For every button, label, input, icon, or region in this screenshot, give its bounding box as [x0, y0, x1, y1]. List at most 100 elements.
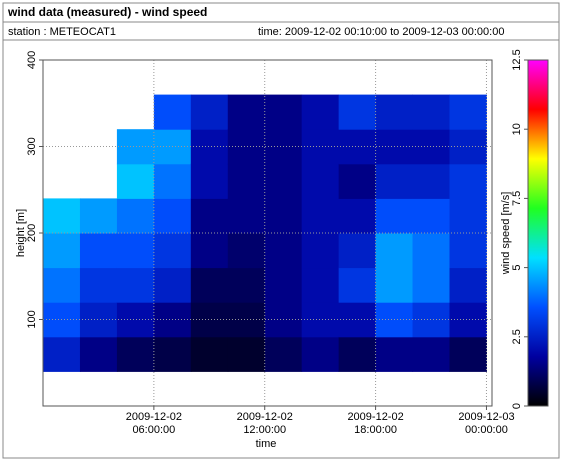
- x-tick-label: 2009-12-02 06:00:00: [126, 411, 182, 436]
- heat-cell: [412, 336, 451, 372]
- heat-cell: [301, 267, 340, 303]
- heat-cell: [338, 94, 377, 130]
- heat-cell: [190, 198, 229, 234]
- heat-cell: [338, 198, 377, 234]
- heat-cell: [116, 336, 155, 372]
- heat-cell: [375, 163, 414, 199]
- y-tick-label: 100: [26, 310, 38, 328]
- heat-cell: [79, 198, 118, 234]
- title: wind data (measured) - wind speed: [7, 5, 207, 19]
- heat-cell: [412, 198, 451, 234]
- heat-cell: [338, 336, 377, 372]
- heat-cell: [153, 94, 192, 130]
- heat-cell: [375, 94, 414, 130]
- heat-cell: [190, 336, 229, 372]
- heat-cell: [338, 302, 377, 338]
- heat-cell: [227, 267, 266, 303]
- colorbar-tick-label: 10: [511, 123, 523, 135]
- heat-cell: [412, 94, 451, 130]
- heat-cell: [227, 163, 266, 199]
- heat-cell: [338, 163, 377, 199]
- y-label: height [m]: [15, 209, 27, 257]
- heat-cell: [301, 233, 340, 269]
- heat-cell: [264, 163, 303, 199]
- heat-cell: [190, 94, 229, 130]
- heat-cell: [190, 302, 229, 338]
- heat-cell: [338, 129, 377, 165]
- period: time: 2009-12-02 00:10:00 to 2009-12-03 …: [258, 26, 504, 38]
- heat-cell: [43, 267, 81, 303]
- colorbar: [527, 59, 549, 407]
- colorbar-tick-label: 12.5: [511, 49, 523, 70]
- heat-cell: [190, 163, 229, 199]
- colorbar-label: wind speed [m/s]: [500, 192, 512, 276]
- heat-cell: [43, 233, 81, 269]
- x-label: time: [256, 438, 277, 450]
- heat-cell: [449, 163, 487, 199]
- heat-cell: [116, 198, 155, 234]
- heat-cell: [301, 94, 340, 130]
- heat-cell: [227, 302, 266, 338]
- x-tick-label: 2009-12-02 12:00:00: [237, 411, 293, 436]
- heat-cell: [412, 163, 451, 199]
- heat-cell: [264, 94, 303, 130]
- heat-cell: [301, 336, 340, 372]
- heat-cell: [190, 129, 229, 165]
- heat-cell: [264, 233, 303, 269]
- heat-cell: [153, 163, 192, 199]
- heat-cell: [79, 336, 118, 372]
- heat-cell: [449, 198, 487, 234]
- y-tick-label: 200: [26, 224, 38, 242]
- plot-border: [42, 59, 493, 407]
- heat-cell: [375, 336, 414, 372]
- station: station : METEOCAT1: [8, 26, 116, 38]
- heat-cell: [227, 129, 266, 165]
- heat-cell: [190, 233, 229, 269]
- heat-cell: [264, 198, 303, 234]
- heat-cell: [449, 233, 487, 269]
- heat-cell: [375, 233, 414, 269]
- colorbar-tick-label: 0: [511, 403, 523, 409]
- heat-cell: [449, 302, 487, 338]
- heat-cell: [79, 302, 118, 338]
- heat-cell: [43, 336, 81, 372]
- heat-cell: [116, 163, 155, 199]
- heat-cell: [375, 198, 414, 234]
- heat-cell: [116, 233, 155, 269]
- heat-cell: [449, 129, 487, 165]
- heat-cell: [338, 233, 377, 269]
- x-tick-label: 2009-12-02 18:00:00: [347, 411, 403, 436]
- heat-cell: [153, 336, 192, 372]
- heat-cell: [375, 267, 414, 303]
- heat-cell: [301, 163, 340, 199]
- heat-cell: [412, 233, 451, 269]
- x-tick-label: 2009-12-03 00:00:00: [458, 411, 514, 436]
- heat-cell: [79, 267, 118, 303]
- heat-cell: [227, 233, 266, 269]
- heat-cell: [301, 198, 340, 234]
- heat-cell: [264, 336, 303, 372]
- heat-cell: [449, 336, 487, 372]
- colorbar-tick-label: 2.5: [511, 329, 523, 344]
- heat-cell: [153, 267, 192, 303]
- heat-cell: [449, 94, 487, 130]
- heat-cell: [43, 198, 81, 234]
- colorbar-tick-label: 5: [511, 265, 523, 271]
- heat-cell: [227, 336, 266, 372]
- colorbar-tick-label: 7.5: [511, 191, 523, 206]
- heat-cell: [79, 233, 118, 269]
- heat-cell: [190, 267, 229, 303]
- heat-cell: [153, 198, 192, 234]
- heat-cell: [264, 267, 303, 303]
- y-tick-label: 400: [26, 51, 38, 69]
- y-tick-label: 300: [26, 137, 38, 155]
- heat-cell: [227, 198, 266, 234]
- heat-cell: [449, 267, 487, 303]
- heat-cell: [338, 267, 377, 303]
- heat-cell: [116, 267, 155, 303]
- heat-cell: [153, 233, 192, 269]
- heat-cell: [412, 267, 451, 303]
- heat-cell: [227, 94, 266, 130]
